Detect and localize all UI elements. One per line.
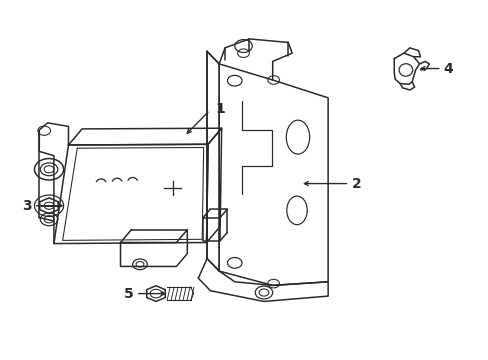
Text: 2: 2 — [351, 176, 361, 190]
Text: 1: 1 — [215, 102, 224, 116]
Text: 5: 5 — [123, 287, 133, 301]
Text: 3: 3 — [22, 199, 31, 213]
Text: 4: 4 — [443, 62, 453, 76]
